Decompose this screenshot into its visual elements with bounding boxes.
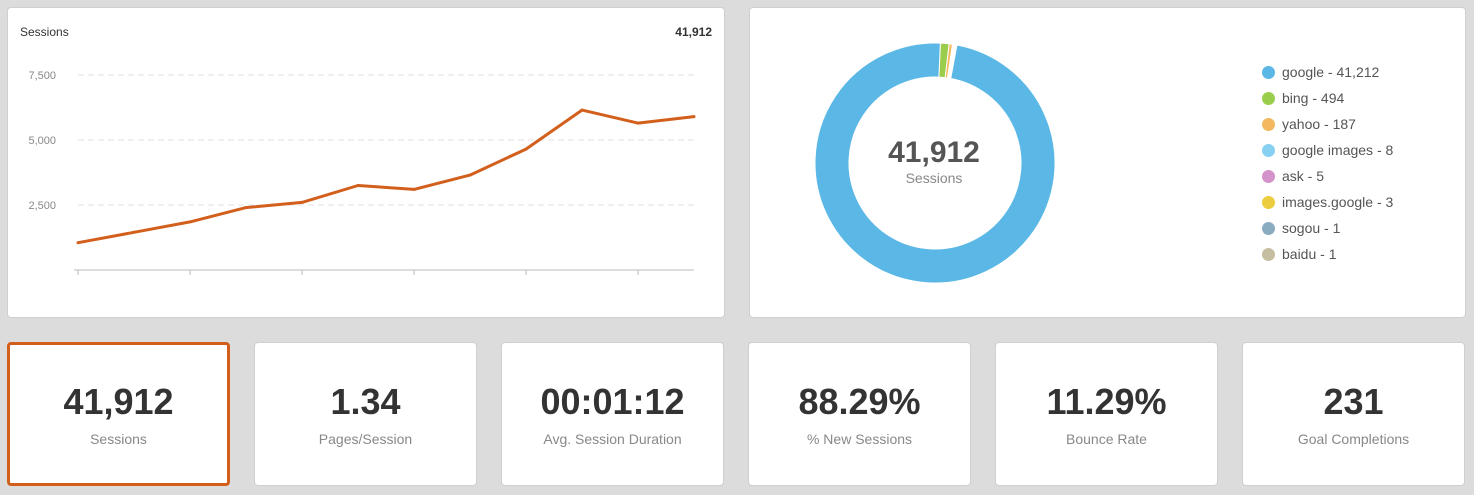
kpi-label: Sessions [90, 431, 147, 447]
data-point [76, 241, 80, 245]
donut-center-value: 41,912 [888, 136, 980, 169]
kpi-value: 231 [1323, 381, 1384, 422]
kpi-value: 88.29% [798, 381, 921, 422]
legend-item-images-google[interactable]: images.google - 3 [1262, 189, 1393, 215]
kpi-label: Pages/Session [318, 431, 413, 447]
sessions-line-chart-card: Sessions 41,912 2,500 5,000 7,500 [7, 7, 725, 318]
data-point [524, 147, 528, 151]
kpi-value: 00:01:12 [540, 381, 685, 422]
data-point [580, 108, 584, 112]
source-donut-chart [814, 42, 1056, 284]
kpi-value: 1.34 [330, 381, 401, 422]
legend-dot [1262, 91, 1275, 105]
legend-label: google - 41,212 [1282, 64, 1380, 80]
legend-label: baidu - 1 [1282, 246, 1337, 262]
kpi-goal-completions[interactable]: 231 Goal Completions [1242, 342, 1465, 486]
line-chart-total: 41,912 [675, 25, 712, 39]
kpi-label: Avg. Session Duration [543, 431, 682, 447]
kpi-value: 41,912 [63, 381, 174, 422]
kpi-bounce-rate[interactable]: 11.29% Bounce Rate [995, 342, 1218, 486]
kpi-value: 11.29% [1046, 381, 1167, 422]
legend-item-baidu[interactable]: baidu - 1 [1262, 241, 1393, 267]
sessions-series-line [77, 108, 695, 245]
legend-dot [1262, 65, 1275, 79]
legend-dot [1262, 143, 1275, 157]
legend-item-ask[interactable]: ask - 5 [1262, 163, 1393, 189]
kpi-label: % New Sessions [806, 431, 913, 447]
donut-legend: google - 41,212 bing - 494 yahoo - 187 g… [1262, 59, 1393, 267]
legend-item-yahoo[interactable]: yahoo - 187 [1262, 111, 1393, 137]
kpi-label: Goal Completions [1297, 431, 1410, 447]
kpi-avg-session-duration[interactable]: 00:01:12 Avg. Session Duration [501, 342, 724, 486]
source-donut-chart-card: 41,912 Sessions google - 41,212 bing - 4… [749, 7, 1466, 318]
legend-dot [1262, 169, 1275, 183]
data-point [468, 173, 472, 177]
kpi-new-sessions[interactable]: 88.29% % New Sessions [748, 342, 971, 486]
data-point [244, 206, 248, 210]
legend-label: sogou - 1 [1282, 220, 1341, 236]
legend-label: bing - 494 [1282, 90, 1345, 106]
kpi-pages-per-session[interactable]: 1.34 Pages/Session [254, 342, 477, 486]
legend-item-sogou[interactable]: sogou - 1 [1262, 215, 1393, 241]
legend-label: yahoo - 187 [1282, 116, 1356, 132]
legend-label: google images - 8 [1282, 142, 1394, 158]
donut-center: 41,912 Sessions [814, 136, 1054, 186]
donut-center-label: Sessions [905, 170, 963, 186]
y-tick-label: 5,000 [28, 135, 56, 147]
kpi-sessions[interactable]: 41,912 Sessions [7, 342, 230, 486]
legend-label: images.google - 3 [1282, 194, 1394, 210]
legend-dot [1262, 195, 1275, 209]
data-point [692, 115, 696, 119]
data-point [188, 220, 192, 224]
legend-dot [1262, 247, 1275, 261]
kpi-label: Bounce Rate [1066, 431, 1147, 447]
donut-slice-google [814, 42, 1056, 284]
legend-label: ask - 5 [1282, 168, 1325, 184]
y-tick-label: 7,500 [28, 70, 56, 82]
legend-dot [1262, 117, 1275, 131]
data-point [356, 184, 360, 187]
legend-item-google-images[interactable]: google images - 8 [1262, 137, 1393, 163]
data-point [132, 230, 136, 234]
data-point [636, 121, 640, 125]
legend-item-google[interactable]: google - 41,212 [1262, 59, 1393, 85]
line-chart-title: Sessions [20, 25, 69, 39]
data-point [412, 187, 416, 191]
legend-item-bing[interactable]: bing - 494 [1262, 85, 1393, 111]
data-point [300, 200, 304, 204]
sessions-line-chart: 2,500 5,000 7,500 [28, 70, 696, 275]
legend-dot [1262, 221, 1275, 235]
y-tick-label: 2,500 [28, 200, 56, 212]
